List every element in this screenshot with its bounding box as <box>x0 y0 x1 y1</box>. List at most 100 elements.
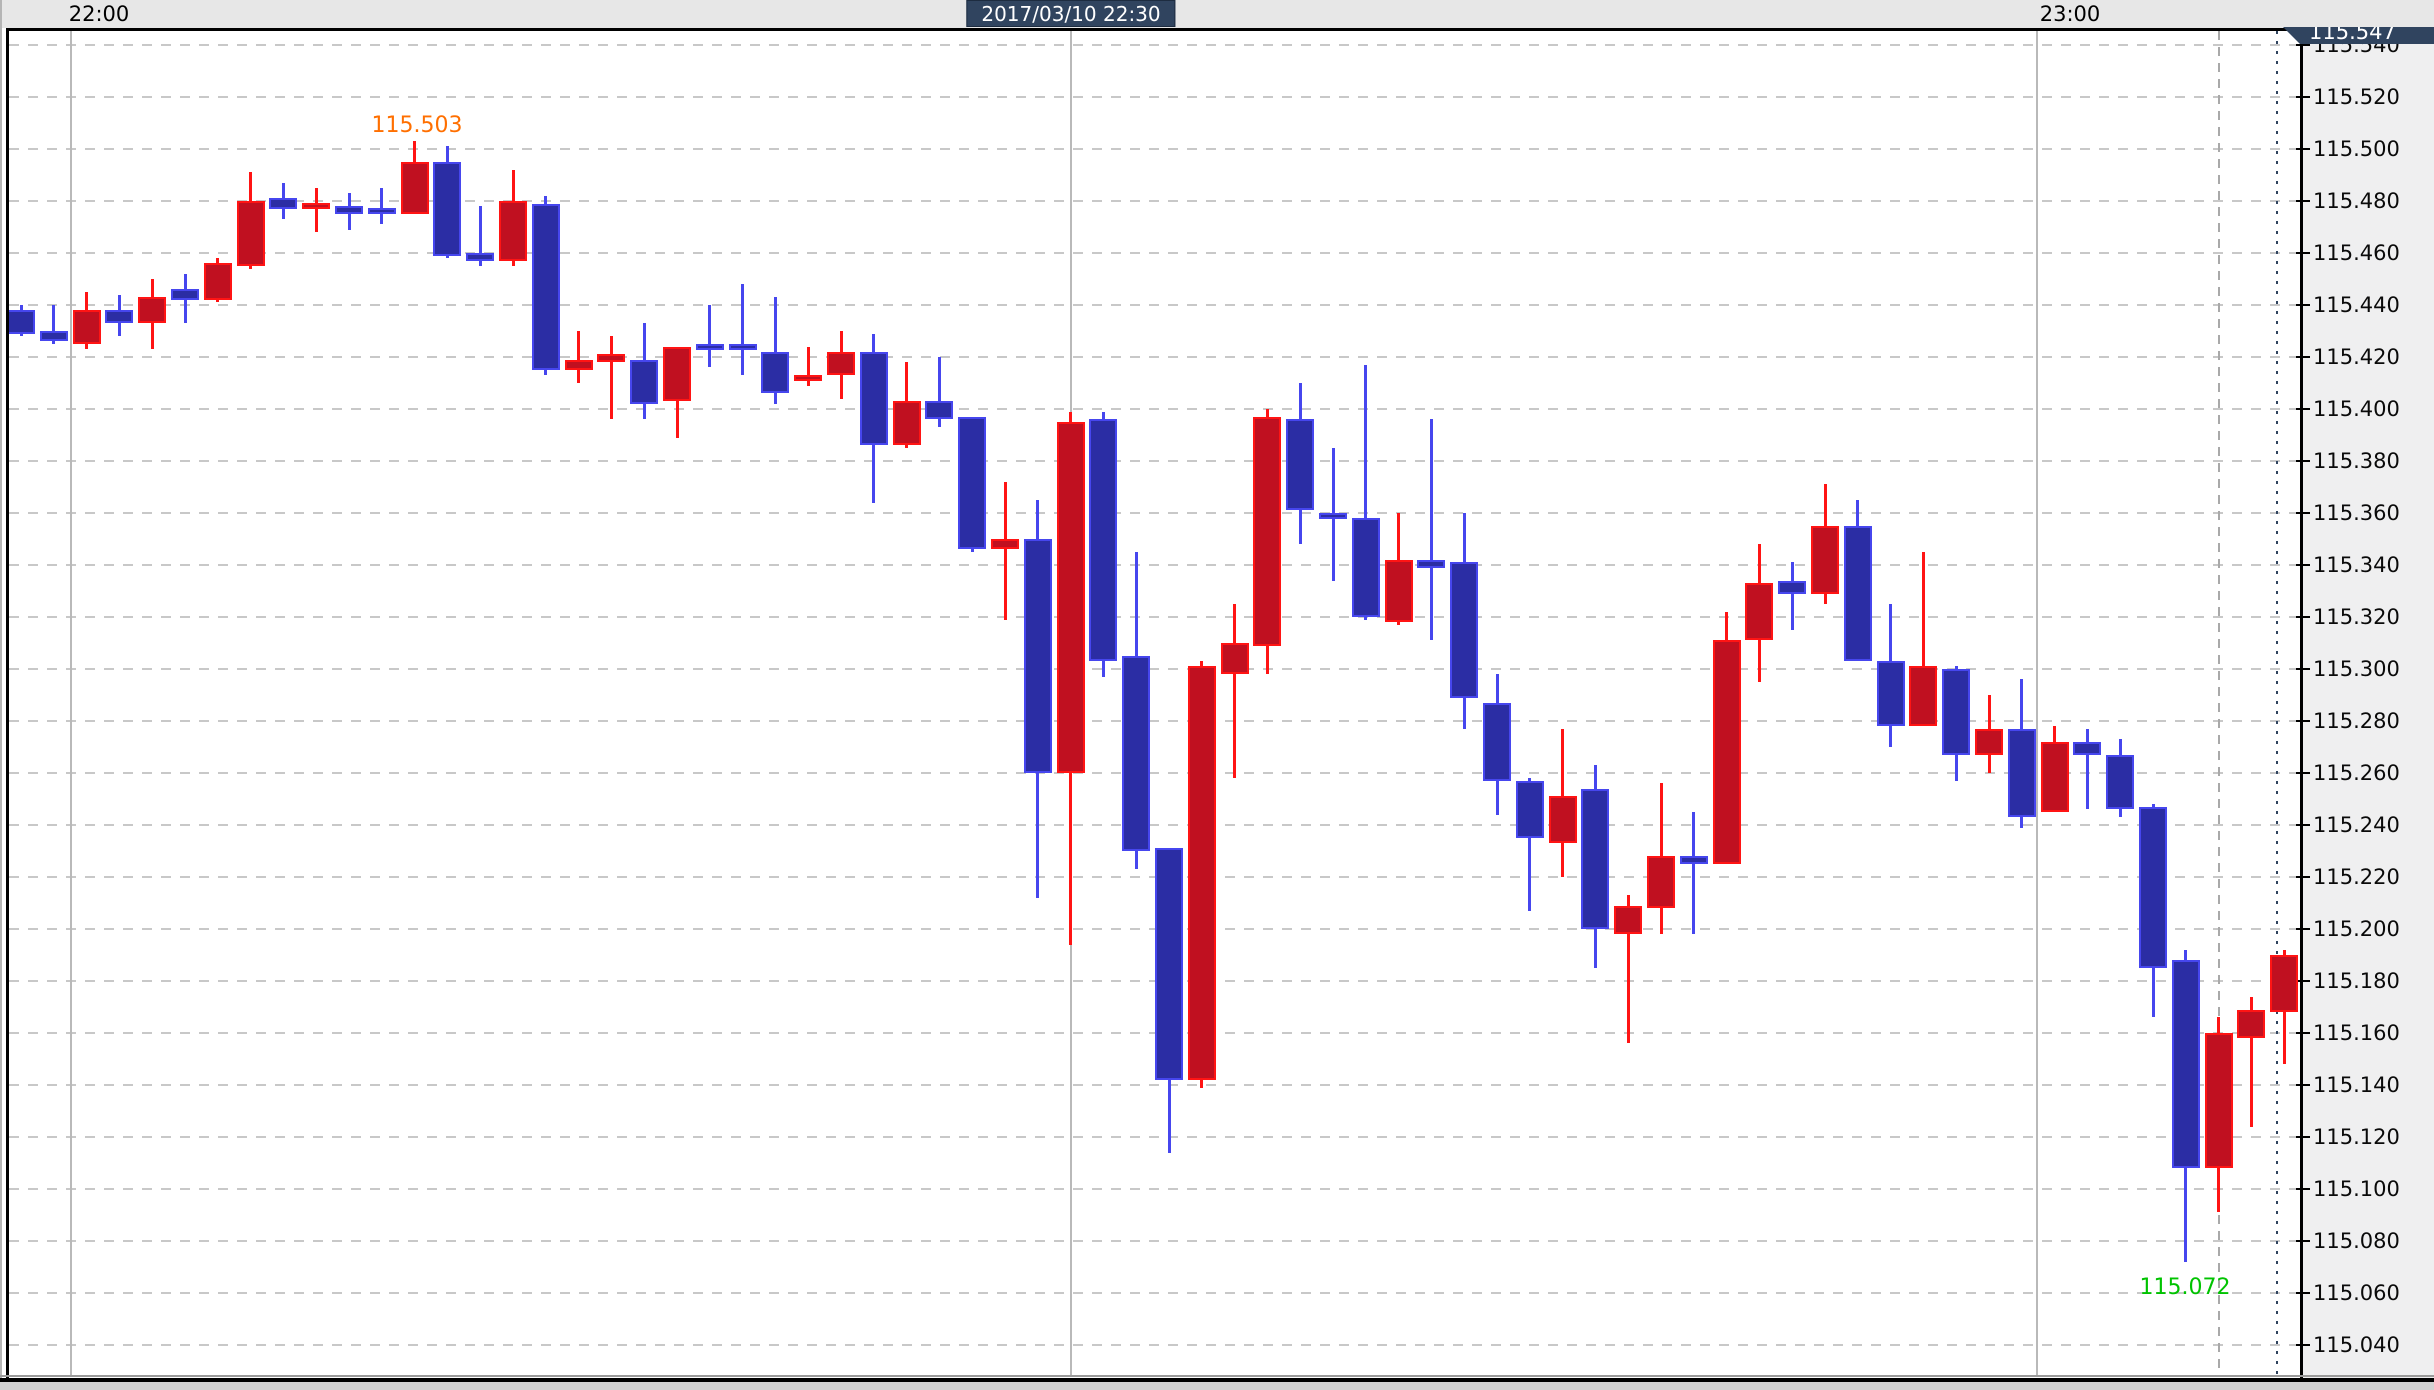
candle-body <box>1450 562 1479 698</box>
gridline-horizontal <box>9 668 2300 670</box>
gridline-horizontal <box>9 512 2300 514</box>
candle-body <box>925 401 954 420</box>
price-label: 115.160 <box>2313 1021 2400 1045</box>
price-label: 115.420 <box>2313 345 2400 369</box>
candle-body <box>630 359 659 404</box>
candle-wick <box>1626 895 1630 1044</box>
gridline-horizontal <box>9 304 2300 306</box>
candlestick-plot[interactable] <box>9 31 2300 1375</box>
candle-wick <box>1364 364 1368 620</box>
gridline-horizontal <box>9 1136 2300 1138</box>
candle-wick <box>1692 812 1696 935</box>
candle-body <box>269 198 298 209</box>
gridline-horizontal <box>9 980 2300 982</box>
price-label: 115.180 <box>2313 969 2400 993</box>
gridline-horizontal <box>9 928 2300 930</box>
candle-body <box>859 351 888 446</box>
candle-body <box>400 162 429 214</box>
high-price-annotation: 115.503 <box>371 113 463 138</box>
price-tick <box>2296 668 2310 670</box>
candle-body <box>1909 666 1938 727</box>
gridline-horizontal <box>9 1292 2300 1294</box>
candle-body <box>531 203 560 370</box>
price-tick <box>2296 772 2310 774</box>
candle-body <box>794 374 823 381</box>
candle-body <box>1187 666 1216 1080</box>
candle-body <box>564 359 593 370</box>
axis-separator <box>2300 28 2303 1378</box>
candle-wick <box>577 331 581 383</box>
candle-body <box>1614 905 1643 935</box>
candle-body <box>2007 728 2036 818</box>
candle-body <box>1876 661 1905 727</box>
gridline-horizontal <box>9 44 2300 46</box>
candle-body <box>39 331 68 342</box>
plot-border-top <box>6 28 2304 31</box>
gridline-horizontal <box>9 1240 2300 1242</box>
candle-body <box>1679 856 1708 864</box>
gridline-horizontal <box>9 408 2300 410</box>
candle-wick <box>380 188 384 225</box>
gridline-horizontal <box>9 876 2300 878</box>
candle-wick <box>1003 481 1007 620</box>
gridline-vertical-solid <box>2036 31 2038 1375</box>
gridline-horizontal <box>9 96 2300 98</box>
gridline-horizontal <box>9 1084 2300 1086</box>
candle-body <box>335 206 363 214</box>
price-label: 115.140 <box>2313 1073 2400 1097</box>
candle-body <box>433 162 462 256</box>
candle-body <box>105 310 134 324</box>
candle-wick <box>1233 604 1237 779</box>
candle-wick <box>478 206 482 266</box>
candle-body <box>367 208 396 215</box>
candle-body <box>761 351 790 394</box>
price-label: 115.240 <box>2313 813 2400 837</box>
gridline-horizontal <box>9 824 2300 826</box>
candle-body <box>9 310 35 334</box>
candle-body <box>1811 526 1839 594</box>
price-label: 115.400 <box>2313 397 2400 421</box>
candle-body <box>2204 1033 2233 1169</box>
price-tick <box>2296 1032 2310 1034</box>
candle-body <box>695 343 724 350</box>
time-label-2300: 23:00 <box>2039 2 2101 26</box>
candle-body <box>236 201 265 266</box>
candle-wick <box>773 297 777 404</box>
price-tick <box>2296 1344 2310 1346</box>
price-tick <box>2296 720 2310 722</box>
price-tick <box>2296 148 2310 150</box>
candle-body <box>466 253 495 261</box>
candle-body <box>2073 741 2102 755</box>
gridline-horizontal <box>9 1188 2300 1190</box>
candle-body <box>1417 559 1446 568</box>
price-tick <box>2296 200 2310 202</box>
price-label: 115.380 <box>2313 449 2400 473</box>
candle-body <box>663 346 691 402</box>
price-label: 115.080 <box>2313 1229 2400 1253</box>
candle-body <box>1286 419 1315 511</box>
time-label-2200: 22:00 <box>68 2 130 26</box>
price-axis[interactable]: 115.540 115.520 115.500 115.480 115.460 115.4… <box>2296 28 2434 1378</box>
candle-body <box>1483 702 1511 781</box>
gridline-horizontal <box>9 772 2300 774</box>
gridline-horizontal <box>9 356 2300 358</box>
candle-body <box>1319 512 1347 519</box>
candle-body <box>1384 559 1413 623</box>
price-label: 115.460 <box>2313 241 2400 265</box>
candle-body <box>1778 580 1807 594</box>
price-tick <box>2296 1292 2310 1294</box>
price-label: 115.200 <box>2313 917 2400 941</box>
candle-body <box>2171 960 2200 1169</box>
candle-body <box>2270 955 2299 1013</box>
time-axis-bar[interactable] <box>0 0 2434 28</box>
price-label: 115.520 <box>2313 85 2400 109</box>
price-tick <box>2296 1084 2310 1086</box>
candle-wick <box>1429 419 1433 641</box>
candle-body <box>1647 856 1675 909</box>
bottom-scrollbar[interactable] <box>0 1382 2434 1390</box>
candle-body <box>302 203 331 210</box>
candle-body <box>827 351 855 376</box>
candle-body <box>1515 780 1544 838</box>
candle-wick <box>609 336 613 420</box>
candle-body <box>1712 640 1741 864</box>
